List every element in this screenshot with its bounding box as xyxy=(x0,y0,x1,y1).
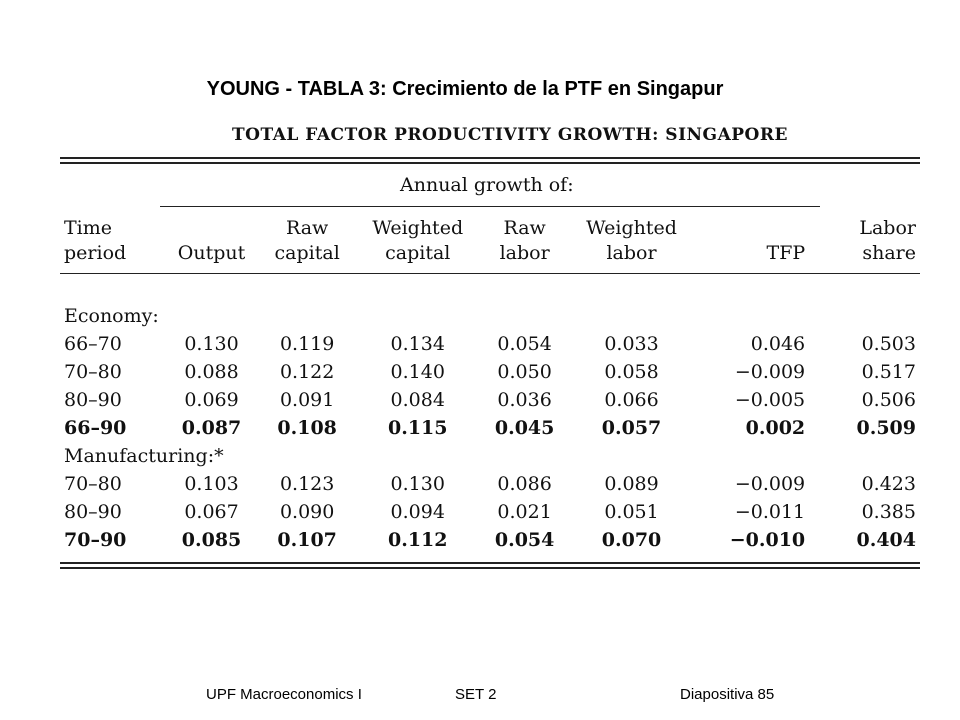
table-cell: 0.404 xyxy=(856,529,917,552)
table-cell: 0.517 xyxy=(861,361,916,384)
table-cell: 0.122 xyxy=(279,361,335,384)
table-cell: −0.005 xyxy=(734,389,806,412)
table-row: 80–90 0.069 0.091 0.084 0.036 0.066 −0.005 0.50… xyxy=(60,386,920,414)
table-cell: 0.130 xyxy=(184,333,239,356)
tfp-table-figure: TOTAL FACTOR PRODUCTIVITY GROWTH: SINGAP… xyxy=(60,125,920,570)
table-row: 66–90 0.087 0.108 0.115 0.045 0.057 0.002 0.509 xyxy=(60,414,920,442)
col-header-raw-labor: Raw labor xyxy=(499,217,550,264)
table-cell: 0.119 xyxy=(279,333,335,356)
col-header-tfp: TFP xyxy=(766,241,806,264)
table-cell: 0.033 xyxy=(604,333,659,356)
table-cell: 0.130 xyxy=(390,473,445,496)
table-row: 70–90 0.085 0.107 0.112 0.054 0.070 −0.010 0.40… xyxy=(60,526,920,554)
table-cell: 0.057 xyxy=(601,417,662,440)
table-cell: 70–80 xyxy=(64,361,122,384)
table-cell: 0.503 xyxy=(861,333,916,356)
table-cell: 0.066 xyxy=(604,389,659,412)
table-cell: 0.046 xyxy=(750,333,806,356)
table-cell: 0.115 xyxy=(387,417,448,440)
table-row: 80–90 0.067 0.090 0.094 0.021 0.051 −0.011 0.38… xyxy=(60,498,920,526)
table-cell: 0.054 xyxy=(497,333,552,356)
table-cell: 0.067 xyxy=(184,501,239,524)
col-header-time-period: Time period xyxy=(64,217,127,264)
table-cell: 0.054 xyxy=(494,529,555,552)
table-cell: 0.094 xyxy=(390,501,445,524)
col-header-raw-capital: Raw capital xyxy=(274,217,340,264)
table-body: Economy: 66–70 0.130 0.119 0.134 0.054 0.033 0.… xyxy=(60,302,920,554)
table-row: 70–80 0.088 0.122 0.140 0.050 0.058 −0.009 0.51… xyxy=(60,358,920,386)
table-cell: 66–90 xyxy=(64,417,127,440)
table-cell: 0.134 xyxy=(390,333,445,356)
col-header-output: Output xyxy=(177,241,246,264)
table-cell: 0.086 xyxy=(497,473,552,496)
table-cell: 80–90 xyxy=(64,501,122,524)
group-label: Annual growth of: xyxy=(400,174,574,196)
table-cell: −0.010 xyxy=(729,529,806,552)
table-cell: 0.058 xyxy=(604,361,659,384)
group-header: Annual growth of: xyxy=(60,174,920,207)
table-cell: 0.107 xyxy=(277,529,337,552)
footer-slide-number: Diapositiva 85 xyxy=(680,686,775,703)
col-header-labor-share: Labor share xyxy=(859,217,916,264)
table-cell: 80–90 xyxy=(64,389,122,412)
top-double-rule xyxy=(60,157,920,164)
table-row: 66–70 0.130 0.119 0.134 0.054 0.033 0.046 0.503 xyxy=(60,330,920,358)
table-cell: 0.090 xyxy=(279,501,335,524)
table-cell: 0.385 xyxy=(861,501,916,524)
table-cell: 0.021 xyxy=(497,501,552,524)
col-header-weighted-labor: Weighted labor xyxy=(586,217,677,264)
table-cell: 0.123 xyxy=(279,473,335,496)
table-cell: 0.070 xyxy=(601,529,662,552)
table-cell: −0.009 xyxy=(734,473,806,496)
footer-course: UPF Macroeconomics I xyxy=(206,686,362,703)
table-cell: −0.009 xyxy=(734,361,806,384)
group-rule xyxy=(160,206,820,207)
table-cell: 0.087 xyxy=(181,417,242,440)
table-cell: 70–80 xyxy=(64,473,122,496)
table-cell: 0.089 xyxy=(604,473,659,496)
table-cell: −0.011 xyxy=(734,501,806,524)
table-cell: 0.036 xyxy=(497,389,552,412)
table-row: 70–80 0.103 0.123 0.130 0.086 0.089 −0.009 0.42… xyxy=(60,470,920,498)
table-cell: 0.002 xyxy=(745,417,806,440)
table-cell: 0.050 xyxy=(497,361,552,384)
slide-title: YOUNG - TABLA 3: Crecimiento de la PTF e… xyxy=(206,78,724,100)
header-row: Time period Output Raw capital Weighted … xyxy=(60,214,920,274)
table-cell: 0.509 xyxy=(856,417,917,440)
table-cell: 0.103 xyxy=(184,473,239,496)
table-heading: TOTAL FACTOR PRODUCTIVITY GROWTH: SINGAP… xyxy=(232,125,788,145)
section-label-row: Manufacturing:* xyxy=(60,442,920,470)
table-cell: 70–90 xyxy=(64,529,127,552)
col-header-weighted-capital: Weighted capital xyxy=(372,217,464,264)
table-cell: 0.423 xyxy=(861,473,916,496)
section-label-row: Economy: xyxy=(60,302,920,330)
table-cell: 0.051 xyxy=(604,501,659,524)
table-cell: 0.088 xyxy=(184,361,239,384)
section-label: Manufacturing:* xyxy=(64,445,224,468)
footer-set: SET 2 xyxy=(455,686,497,703)
table-cell: 0.140 xyxy=(390,361,445,384)
table-cell: 0.045 xyxy=(494,417,555,440)
bottom-double-rule xyxy=(60,562,920,570)
table-cell: 0.091 xyxy=(279,389,335,412)
table-cell: 0.069 xyxy=(184,389,239,412)
table-cell: 0.108 xyxy=(277,417,337,440)
header-rule xyxy=(60,273,920,303)
section-label: Economy: xyxy=(64,305,159,328)
table-cell: 0.112 xyxy=(387,529,448,552)
tfp-table: Time period Output Raw capital Weighted … xyxy=(60,214,920,554)
table-cell: 0.506 xyxy=(861,389,916,412)
table-cell: 66–70 xyxy=(64,333,122,356)
table-cell: 0.085 xyxy=(181,529,242,552)
table-cell: 0.084 xyxy=(390,389,445,412)
